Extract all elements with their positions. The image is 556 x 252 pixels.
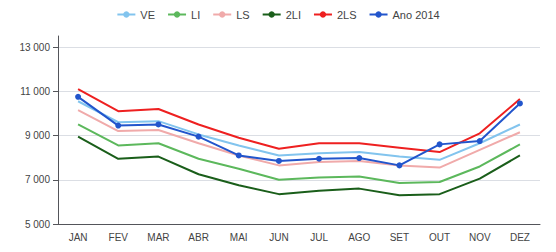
svg-text:MAI: MAI bbox=[230, 232, 248, 243]
svg-text:AGO: AGO bbox=[348, 232, 370, 243]
svg-text:7 000: 7 000 bbox=[25, 174, 50, 185]
svg-text:13 000: 13 000 bbox=[19, 42, 50, 53]
svg-text:5 000: 5 000 bbox=[25, 219, 50, 230]
svg-text:MAR: MAR bbox=[147, 232, 169, 243]
svg-text:LI: LI bbox=[191, 9, 200, 21]
svg-text:2LS: 2LS bbox=[337, 9, 357, 21]
svg-text:11 000: 11 000 bbox=[20, 86, 50, 97]
svg-text:9 000: 9 000 bbox=[25, 130, 50, 141]
svg-text:VE: VE bbox=[140, 9, 155, 21]
svg-text:OUT: OUT bbox=[429, 232, 450, 243]
svg-text:JAN: JAN bbox=[69, 232, 88, 243]
svg-text:FEV: FEV bbox=[109, 232, 129, 243]
svg-text:NOV: NOV bbox=[469, 232, 491, 243]
svg-text:LS: LS bbox=[236, 9, 249, 21]
svg-text:Ano 2014: Ano 2014 bbox=[393, 9, 440, 21]
svg-text:2LI: 2LI bbox=[286, 9, 301, 21]
svg-text:ABR: ABR bbox=[188, 232, 209, 243]
svg-text:DEZ: DEZ bbox=[510, 232, 530, 243]
svg-text:JUL: JUL bbox=[310, 232, 328, 243]
svg-text:JUN: JUN bbox=[269, 232, 288, 243]
svg-text:SET: SET bbox=[390, 232, 409, 243]
